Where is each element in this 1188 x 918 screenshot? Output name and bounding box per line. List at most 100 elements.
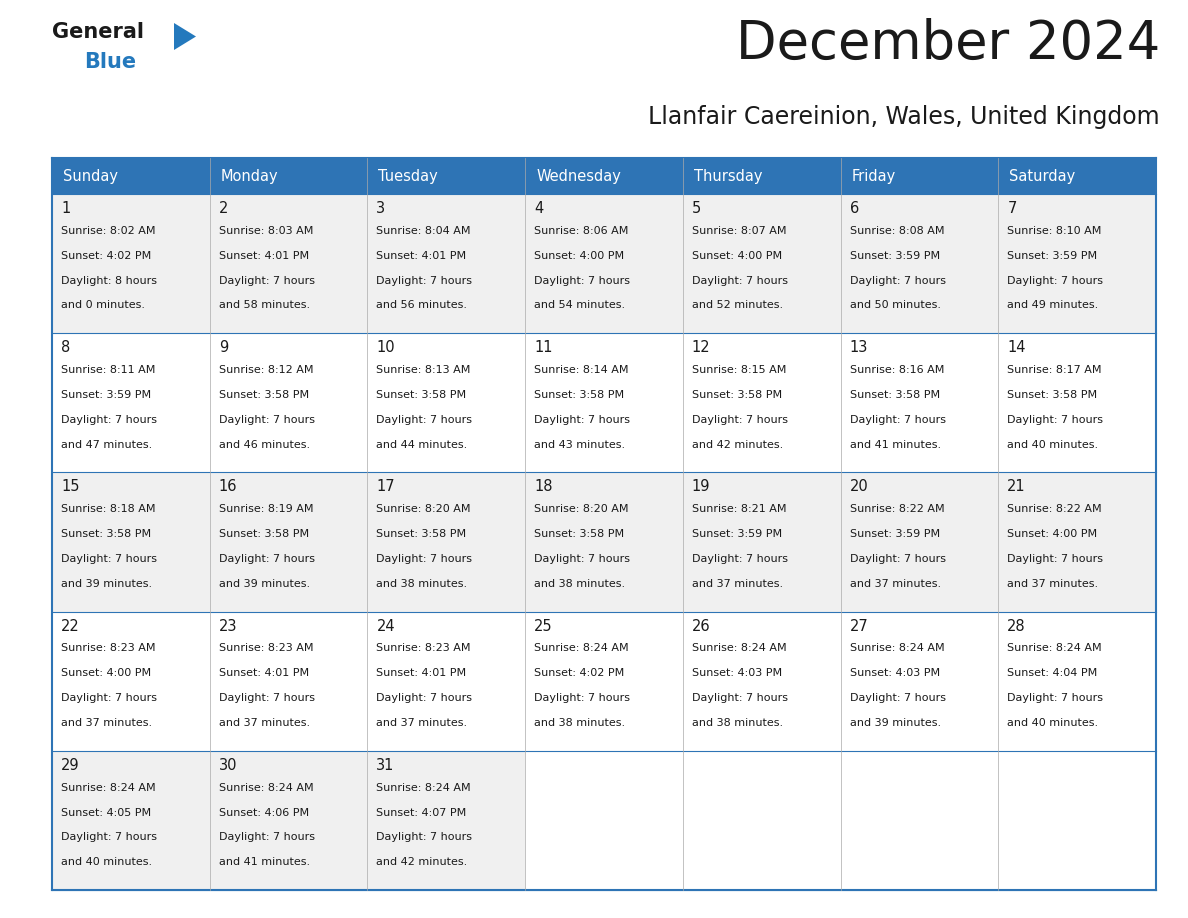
Text: Daylight: 7 hours: Daylight: 7 hours	[849, 554, 946, 564]
Text: Daylight: 7 hours: Daylight: 7 hours	[61, 554, 157, 564]
Bar	[52, 611, 210, 751]
Text: Sunset: 4:01 PM: Sunset: 4:01 PM	[377, 668, 467, 678]
Text: Sunset: 4:01 PM: Sunset: 4:01 PM	[219, 668, 309, 678]
Text: Sunset: 3:58 PM: Sunset: 3:58 PM	[535, 529, 624, 539]
Text: Daylight: 7 hours: Daylight: 7 hours	[219, 415, 315, 425]
Bar	[683, 751, 841, 890]
Text: Daylight: 7 hours: Daylight: 7 hours	[849, 415, 946, 425]
Text: 6: 6	[849, 201, 859, 216]
Text: 2: 2	[219, 201, 228, 216]
Text: Sunrise: 8:21 AM: Sunrise: 8:21 AM	[691, 504, 786, 514]
Text: Sunrise: 8:06 AM: Sunrise: 8:06 AM	[535, 226, 628, 236]
Text: Daylight: 7 hours: Daylight: 7 hours	[219, 833, 315, 843]
Text: Daylight: 7 hours: Daylight: 7 hours	[219, 275, 315, 285]
Text: and 37 minutes.: and 37 minutes.	[849, 579, 941, 588]
Text: and 37 minutes.: and 37 minutes.	[219, 718, 310, 728]
Text: Daylight: 7 hours: Daylight: 7 hours	[1007, 693, 1104, 703]
Text: and 43 minutes.: and 43 minutes.	[535, 440, 625, 450]
Bar	[210, 194, 367, 333]
Text: Sunset: 4:00 PM: Sunset: 4:00 PM	[691, 251, 782, 261]
Text: Sunset: 3:58 PM: Sunset: 3:58 PM	[691, 390, 782, 400]
Bar	[52, 194, 210, 333]
Text: Sunday: Sunday	[63, 169, 118, 184]
Text: Sunset: 3:59 PM: Sunset: 3:59 PM	[61, 390, 151, 400]
Text: 18: 18	[535, 479, 552, 495]
Bar	[210, 473, 367, 611]
Text: 12: 12	[691, 341, 710, 355]
Text: Sunrise: 8:23 AM: Sunrise: 8:23 AM	[219, 644, 314, 654]
Text: Sunrise: 8:15 AM: Sunrise: 8:15 AM	[691, 365, 786, 375]
Bar	[683, 333, 841, 473]
Text: 21: 21	[1007, 479, 1026, 495]
Text: Sunrise: 8:11 AM: Sunrise: 8:11 AM	[61, 365, 156, 375]
Text: Sunrise: 8:16 AM: Sunrise: 8:16 AM	[849, 365, 944, 375]
Text: 10: 10	[377, 341, 396, 355]
Text: 28: 28	[1007, 619, 1026, 633]
Text: Sunset: 4:02 PM: Sunset: 4:02 PM	[61, 251, 151, 261]
Text: Sunset: 4:03 PM: Sunset: 4:03 PM	[849, 668, 940, 678]
Text: Sunset: 3:59 PM: Sunset: 3:59 PM	[849, 529, 940, 539]
Text: Daylight: 7 hours: Daylight: 7 hours	[535, 693, 630, 703]
Text: Sunrise: 8:07 AM: Sunrise: 8:07 AM	[691, 226, 786, 236]
Text: Sunset: 3:58 PM: Sunset: 3:58 PM	[219, 529, 309, 539]
Text: Sunrise: 8:18 AM: Sunrise: 8:18 AM	[61, 504, 156, 514]
Text: Daylight: 7 hours: Daylight: 7 hours	[377, 554, 473, 564]
Text: and 38 minutes.: and 38 minutes.	[377, 579, 468, 588]
Text: Daylight: 7 hours: Daylight: 7 hours	[219, 554, 315, 564]
Bar	[525, 751, 683, 890]
Text: 19: 19	[691, 479, 710, 495]
Bar	[525, 611, 683, 751]
Text: and 58 minutes.: and 58 minutes.	[219, 300, 310, 310]
Bar	[210, 611, 367, 751]
Text: Sunrise: 8:12 AM: Sunrise: 8:12 AM	[219, 365, 314, 375]
Bar	[367, 194, 525, 333]
Text: Sunrise: 8:24 AM: Sunrise: 8:24 AM	[377, 783, 472, 792]
Text: and 42 minutes.: and 42 minutes.	[691, 440, 783, 450]
Bar	[683, 473, 841, 611]
Text: 7: 7	[1007, 201, 1017, 216]
Text: 17: 17	[377, 479, 396, 495]
Text: Sunrise: 8:23 AM: Sunrise: 8:23 AM	[61, 644, 156, 654]
Bar	[525, 473, 683, 611]
Text: Tuesday: Tuesday	[379, 169, 438, 184]
Text: Sunset: 3:58 PM: Sunset: 3:58 PM	[377, 390, 467, 400]
Bar	[841, 333, 998, 473]
Text: and 47 minutes.: and 47 minutes.	[61, 440, 152, 450]
Text: 5: 5	[691, 201, 701, 216]
Text: Sunrise: 8:22 AM: Sunrise: 8:22 AM	[1007, 504, 1102, 514]
Text: Daylight: 7 hours: Daylight: 7 hours	[61, 833, 157, 843]
Bar	[367, 751, 525, 890]
Text: Sunrise: 8:10 AM: Sunrise: 8:10 AM	[1007, 226, 1101, 236]
Text: Sunset: 4:00 PM: Sunset: 4:00 PM	[61, 668, 151, 678]
Text: 26: 26	[691, 619, 710, 633]
Text: Sunset: 4:05 PM: Sunset: 4:05 PM	[61, 808, 151, 818]
Text: Daylight: 7 hours: Daylight: 7 hours	[849, 275, 946, 285]
Text: 25: 25	[535, 619, 552, 633]
Text: Sunrise: 8:20 AM: Sunrise: 8:20 AM	[535, 504, 628, 514]
Text: Sunset: 4:01 PM: Sunset: 4:01 PM	[377, 251, 467, 261]
Text: and 38 minutes.: and 38 minutes.	[535, 579, 625, 588]
Bar	[52, 158, 1156, 194]
Text: and 50 minutes.: and 50 minutes.	[849, 300, 941, 310]
Text: 23: 23	[219, 619, 238, 633]
Text: and 56 minutes.: and 56 minutes.	[377, 300, 467, 310]
Text: and 41 minutes.: and 41 minutes.	[849, 440, 941, 450]
Text: and 42 minutes.: and 42 minutes.	[377, 857, 468, 868]
Text: Sunset: 3:58 PM: Sunset: 3:58 PM	[219, 390, 309, 400]
Text: Sunset: 3:58 PM: Sunset: 3:58 PM	[535, 390, 624, 400]
Bar	[525, 194, 683, 333]
Text: Daylight: 7 hours: Daylight: 7 hours	[535, 554, 630, 564]
Text: December 2024: December 2024	[735, 18, 1159, 70]
Bar	[998, 611, 1156, 751]
Bar	[210, 333, 367, 473]
Text: and 37 minutes.: and 37 minutes.	[691, 579, 783, 588]
Text: Sunrise: 8:22 AM: Sunrise: 8:22 AM	[849, 504, 944, 514]
Bar	[998, 473, 1156, 611]
Text: 1: 1	[61, 201, 70, 216]
Bar	[998, 333, 1156, 473]
Text: Sunset: 3:58 PM: Sunset: 3:58 PM	[1007, 390, 1098, 400]
Text: Daylight: 7 hours: Daylight: 7 hours	[61, 415, 157, 425]
Text: Daylight: 7 hours: Daylight: 7 hours	[535, 415, 630, 425]
Bar	[52, 751, 210, 890]
Bar	[841, 611, 998, 751]
